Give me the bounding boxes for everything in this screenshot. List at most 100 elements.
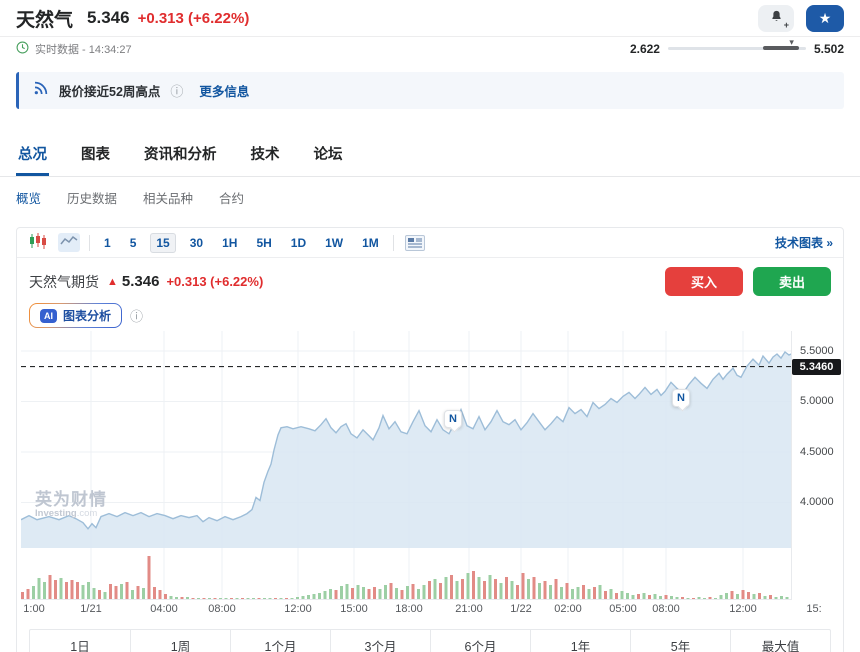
tab-technical[interactable]: 技术 [250,147,280,163]
tab-news-analysis[interactable]: 资讯和分析 [144,147,217,163]
instrument-price: 5.346 [87,8,130,27]
chart-change: +0.313 (+6.22%) [166,274,264,289]
x-tick: 15:00 [340,603,368,615]
realtime-bar: 实时数据 - 14:34:27 2.622 ▾ 5.502 [0,37,860,60]
volume-bars [21,556,789,599]
page-title: 天然气 [16,9,74,31]
range-high: 5.502 [813,41,844,56]
chart-price: 5.346 [121,273,160,290]
sell-button[interactable]: 卖出 [752,267,831,296]
signal-icon [33,80,49,101]
line-chart-icon [60,235,78,250]
subtab-historical-data[interactable]: 历史数据 [67,192,118,206]
x-tick: 1/21 [80,603,102,615]
timeframe-1[interactable]: 1 [99,234,116,252]
x-tick: 02:00 [554,603,582,615]
price-area-series [21,350,791,548]
investing-watermark: 英为财情 Investing.com [35,490,107,519]
perf-6m[interactable]: 6个月 +62.61% [430,630,530,652]
technical-chart-link[interactable]: 技术图表 » [774,236,833,250]
x-tick: 15: [806,603,822,615]
current-price-badge: 5.3460 [792,358,841,375]
sub-tabs: 概览 历史数据 相关品种 合约 [0,177,860,217]
y-tick: 5.0000 [800,395,834,408]
x-tick: 12:00 [284,603,312,615]
x-tick: 08:00 [652,603,680,615]
alert-text: 股价接近52周高点 [59,85,161,99]
timeframe-1h[interactable]: 1H [217,234,242,252]
x-tick: 1:00 [23,603,45,615]
line-chart-button[interactable] [58,233,80,252]
clock-icon [16,41,29,57]
timeframe-1w[interactable]: 1W [320,234,348,252]
up-arrow-icon: ▲ [107,275,118,288]
day-range-segment [762,46,799,50]
main-tabs: 总况 图表 资讯和分析 技术 论坛 [0,139,860,177]
timeframe-30[interactable]: 30 [185,234,208,252]
timeframe-1d[interactable]: 1D [286,234,311,252]
performance-table: 1日 +5.94% 1周 +70.88% 1个月 +34.80% 3个月 +31… [29,629,831,652]
price-chart[interactable]: 英为财情 Investing.com 5.5000 5.0000 4.5000 4.0… [17,331,843,621]
more-info-link[interactable]: 更多信息 [199,85,250,99]
chart-header: 天然气期货 ▲ 5.346 +0.313 (+6.22%) 买入 卖出 [17,258,843,296]
x-tick: 04:00 [150,603,178,615]
range-low: 2.622 [629,41,660,56]
create-alert-button[interactable]: + [758,4,794,32]
subtab-overview[interactable]: 概览 [16,192,42,206]
perf-max[interactable]: 最大值 +236.16% [730,630,830,652]
news-marker[interactable]: N [444,409,462,428]
range-track: ▾ [667,37,806,50]
candlestick-chart-button[interactable] [27,231,49,254]
instrument-change: +0.313 (+6.22%) [137,9,250,27]
ai-icon: AI [40,308,57,323]
header-actions: + ★ [758,4,844,32]
perf-3m[interactable]: 3个月 +31.65% [330,630,430,652]
price-axis[interactable]: 5.5000 5.0000 4.5000 4.0000 [791,331,843,600]
perf-1d[interactable]: 1日 +5.94% [70,640,90,652]
info-icon[interactable]: ⓘ [170,84,184,99]
x-tick: 08:00 [208,603,236,615]
chart-instrument-name: 天然气期货 [29,273,99,290]
time-axis[interactable]: 1:00 1/21 04:00 08:00 12:00 15:00 18:00 21:00 1/… [21,603,845,619]
timeframe-1m[interactable]: 1M [357,234,384,252]
plus-glyph: + [783,19,789,30]
news-panel-icon [404,234,425,251]
bell-plus-icon [769,9,784,27]
y-tick: 5.5000 [800,344,834,357]
tab-chart[interactable]: 图表 [81,147,110,163]
x-tick: 12:00 [729,603,757,615]
add-to-watchlist-button[interactable]: ★ [806,4,844,32]
52w-range: 2.622 ▾ 5.502 [629,37,844,56]
buy-button[interactable]: 买入 [664,267,743,296]
tab-overview[interactable]: 总况 [16,139,49,176]
tab-forum[interactable]: 论坛 [313,147,343,163]
subtab-related-instruments[interactable]: 相关品种 [143,192,194,206]
ai-chart-analysis-button[interactable]: AI 图表分析 [29,303,123,328]
y-tick: 4.5000 [800,445,834,458]
range-marker-icon: ▾ [789,37,794,47]
timeframe-5[interactable]: 5 [125,234,142,252]
timeframe-15[interactable]: 15 [150,232,176,253]
ai-analysis-label: 图表分析 [63,309,112,323]
timeframe-5h[interactable]: 5H [251,234,276,252]
subtab-contracts[interactable]: 合约 [219,192,245,206]
x-tick: 18:00 [395,603,423,615]
candlestick-icon [29,233,47,252]
perf-1m[interactable]: 1个月 +34.80% [230,630,330,652]
news-events-toggle-button[interactable] [403,233,427,253]
star-icon: ★ [818,9,832,26]
news-marker[interactable]: N [672,389,690,408]
price-alert-banner: 股价接近52周高点 ⓘ 更多信息 [16,72,844,109]
perf-5y[interactable]: 5年 +117.63% [630,630,730,652]
x-tick: 1/22 [510,603,532,615]
x-tick: 21:00 [455,603,483,615]
perf-1y[interactable]: 1年 +52.45% [530,630,630,652]
chart-card: 1 5 15 30 1H 5H 1D 1W 1M 技术图表 » 天然气期货 ▲ … [16,227,844,652]
chart-toolbar: 1 5 15 30 1H 5H 1D 1W 1M 技术图表 » [17,228,843,258]
realtime-status: 实时数据 - 14:34:27 [35,43,132,56]
instrument-header: 天然气 5.346 +0.313 (+6.22%) + ★ [0,0,860,37]
x-tick: 05:00 [609,603,637,615]
perf-1w[interactable]: 1周 +70.88% [130,630,230,652]
info-icon[interactable]: ⓘ [130,309,144,324]
toolbar-divider [392,234,394,251]
